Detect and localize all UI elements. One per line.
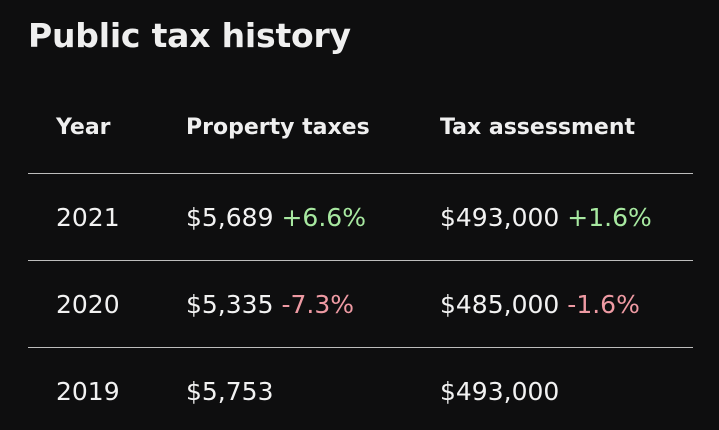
tax-assessment-change: -1.6%	[567, 289, 640, 319]
table-row: 2021 $5,689 +6.6% $493,000 +1.6%	[28, 174, 693, 261]
tax-assessment-cell: $493,000 +1.6%	[440, 174, 652, 260]
property-tax-value: $5,689	[186, 202, 274, 232]
year-cell: 2020	[56, 289, 120, 319]
tax-assessment-value: $485,000	[440, 289, 560, 319]
table-header-row: Year Property taxes Tax assessment	[28, 88, 693, 174]
column-header-tax-assessment: Tax assessment	[440, 115, 636, 140]
column-header-year: Year	[56, 115, 111, 140]
tax-assessment-cell: $493,000	[440, 348, 559, 430]
property-tax-cell: $5,753	[186, 348, 273, 430]
tax-assessment-value: $493,000	[440, 376, 560, 406]
tax-assessment-cell: $485,000 -1.6%	[440, 261, 640, 347]
property-tax-change: -7.3%	[281, 289, 355, 319]
property-tax-value: $5,753	[186, 376, 274, 406]
tax-assessment-value: $493,000	[440, 202, 560, 232]
year-cell: 2019	[56, 376, 120, 406]
column-header-property-taxes: Property taxes	[186, 115, 370, 140]
property-tax-value: $5,335	[186, 289, 274, 319]
section-title: Public tax history	[28, 16, 351, 55]
property-tax-cell: $5,335 -7.3%	[186, 261, 354, 347]
property-tax-cell: $5,689 +6.6%	[186, 174, 366, 260]
table-row: 2020 $5,335 -7.3% $485,000 -1.6%	[28, 261, 693, 348]
year-cell: 2021	[56, 202, 120, 232]
property-tax-change: +6.6%	[281, 202, 366, 232]
tax-history-table: Year Property taxes Tax assessment 2021 …	[28, 88, 693, 430]
tax-assessment-change: +1.6%	[567, 202, 652, 232]
table-row: 2019 $5,753 $493,000	[28, 348, 693, 430]
